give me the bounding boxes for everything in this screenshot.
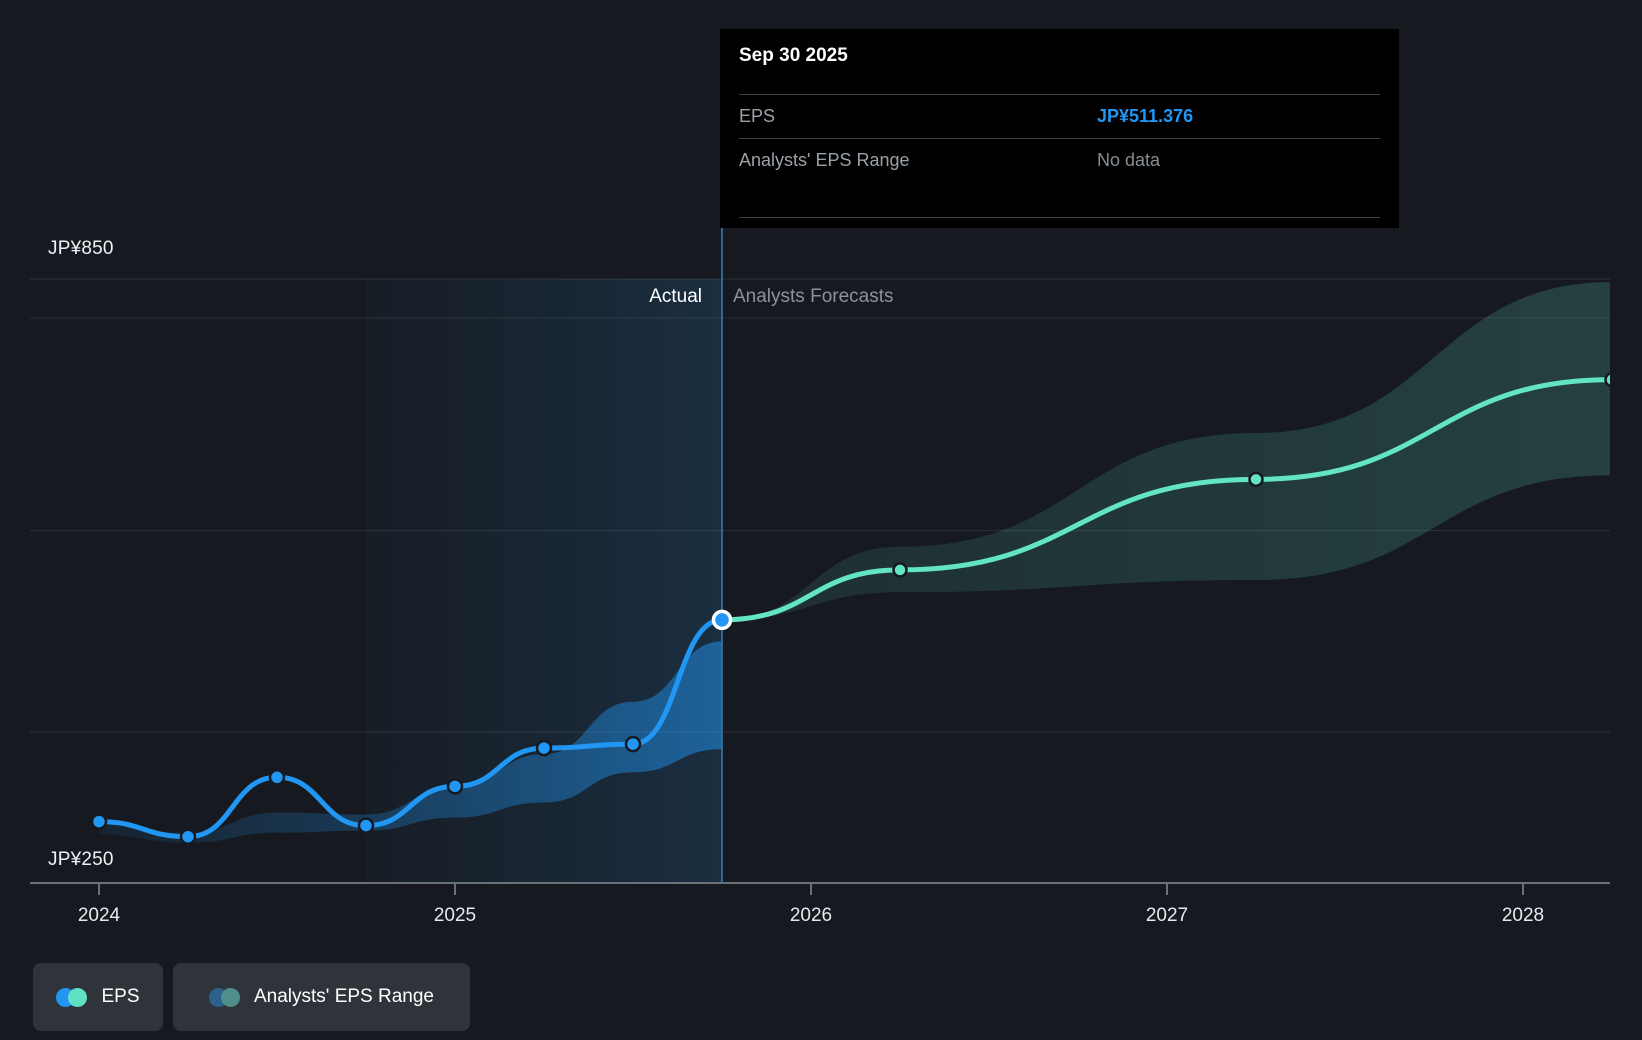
- tooltip-eps-value: JP¥511.376: [1097, 105, 1194, 126]
- legend-eps-range-label: Analysts' EPS Range: [254, 986, 434, 1007]
- tooltip-row-range: Analysts' EPS Range No data: [739, 138, 1380, 182]
- tooltip-divider: [739, 217, 1380, 218]
- eps-forecast-line: [719, 377, 1610, 623]
- chart-legend: EPS Analysts' EPS Range: [33, 963, 470, 1031]
- tooltip-date: Sep 30 2025: [739, 45, 848, 66]
- eps-point: [535, 739, 553, 757]
- actual-eps-band: [99, 641, 722, 843]
- x-tick-2028: 2028: [1501, 905, 1545, 926]
- actual-section-label: Actual: [649, 286, 702, 307]
- highlighted-point: [711, 609, 733, 631]
- x-tick-2024: 2024: [77, 905, 121, 926]
- tooltip-range-label: Analysts' EPS Range: [739, 149, 910, 170]
- tooltip-eps-label: EPS: [739, 105, 776, 126]
- x-tick-2025: 2025: [433, 905, 477, 926]
- tooltip-row-eps: EPS JP¥511.376: [739, 94, 1380, 138]
- tooltip-divider: [739, 138, 1380, 139]
- tooltip-divider: [739, 94, 1380, 95]
- y-axis-max-label: JP¥850: [48, 238, 114, 259]
- forecast-point: [1248, 471, 1264, 488]
- x-tick-2027: 2027: [1145, 905, 1189, 926]
- eps-point: [357, 817, 375, 834]
- x-tick-2026: 2026: [789, 905, 833, 926]
- tooltip-range-value: No data: [1097, 149, 1161, 170]
- forecast-section-label: Analysts Forecasts: [733, 286, 894, 307]
- legend-toggle-eps[interactable]: EPS: [33, 963, 163, 1031]
- forecast-point: [892, 562, 908, 578]
- eps-actual-points: [90, 735, 642, 845]
- y-axis-min-label: JP¥250: [48, 849, 114, 870]
- legend-eps-label: EPS: [101, 986, 140, 1007]
- eps-point: [268, 769, 286, 786]
- eps-point: [446, 778, 464, 795]
- legend-toggle-eps-range[interactable]: Analysts' EPS Range: [173, 963, 470, 1031]
- eps-range-legend-icon: [209, 987, 240, 1007]
- forecast-point: [1604, 372, 1610, 388]
- eps-point: [179, 828, 197, 845]
- chart-tooltip: Sep 30 2025 EPS JP¥511.376 Analysts' EPS…: [720, 29, 1399, 228]
- eps-forecast-points: [892, 372, 1610, 578]
- plot-area: [30, 228, 1610, 883]
- eps-point: [90, 813, 108, 830]
- eps-point: [624, 735, 642, 753]
- analysts-eps-range-band: [722, 282, 1610, 620]
- eps-legend-icon: [56, 987, 88, 1007]
